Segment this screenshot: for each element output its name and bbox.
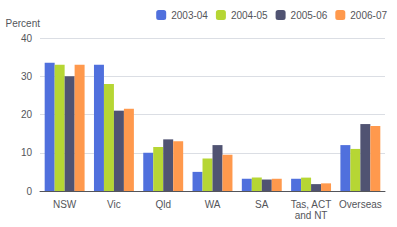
svg-text:and NT: and NT [295, 210, 328, 221]
svg-text:SA: SA [255, 199, 269, 210]
svg-text:Tas, ACT: Tas, ACT [291, 199, 332, 210]
svg-text:Vic: Vic [107, 199, 121, 210]
svg-text:2003-04: 2003-04 [171, 10, 208, 21]
svg-text:Overseas: Overseas [339, 199, 382, 210]
svg-text:40: 40 [21, 33, 33, 44]
svg-text:0: 0 [26, 186, 32, 197]
svg-text:10: 10 [21, 147, 33, 158]
svg-text:20: 20 [21, 109, 33, 120]
svg-text:Percent: Percent [6, 18, 41, 29]
svg-text:WA: WA [205, 199, 221, 210]
svg-text:30: 30 [21, 71, 33, 82]
svg-text:2006-07: 2006-07 [350, 10, 387, 21]
svg-text:Qld: Qld [155, 199, 171, 210]
svg-text:NSW: NSW [53, 199, 77, 210]
svg-text:2005-06: 2005-06 [291, 10, 328, 21]
svg-text:2004-05: 2004-05 [231, 10, 268, 21]
